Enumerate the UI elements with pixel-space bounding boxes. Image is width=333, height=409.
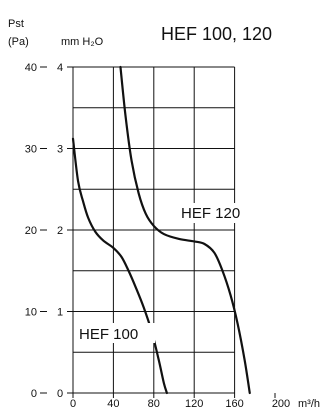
y-mmh2o-axis-tick-label: 4 (57, 62, 63, 74)
x-axis-tick-label: 120 (185, 398, 203, 409)
chart-ticks: 0 40 80 120 160 200 0 10 20 30 40 0 1 2 3 4 (25, 62, 290, 409)
y-axis-pa-label-bottom: (Pa) (8, 36, 29, 48)
hef-120-curve (119, 65, 251, 395)
x-axis-tick-label: 80 (148, 398, 160, 409)
x-axis-tick-label: 200 (272, 398, 290, 409)
hef-100-label: HEF 100 (79, 326, 138, 343)
y-mmh2o-axis-tick-label: 1 (57, 307, 63, 319)
hef-100-curve (71, 137, 169, 395)
hef-120-label: HEF 120 (181, 205, 240, 222)
y-pa-axis-tick-label: 0 (31, 388, 37, 400)
x-axis-unit-label: m³/h (298, 398, 320, 409)
y-mmh2o-axis-tick-label: 3 (57, 144, 63, 156)
y-axis-pa-label-top: Pst (8, 18, 24, 30)
chart-title: HEF 100, 120 (161, 24, 272, 44)
y-axis-mmh2o-label: mm H₂O (61, 36, 104, 48)
y-pa-axis-tick-label: 10 (25, 307, 37, 319)
chart-series (71, 65, 251, 395)
hef-100-label-background (77, 323, 155, 343)
y-pa-axis-tick-label: 20 (25, 225, 37, 237)
y-mmh2o-axis-tick-label: 2 (57, 225, 63, 237)
x-axis-tick-label: 160 (225, 398, 243, 409)
y-pa-axis-tick-label: 40 (25, 62, 37, 74)
y-pa-axis-tick-label: 30 (25, 144, 37, 156)
x-axis-tick-label: 0 (70, 398, 76, 409)
hef-120-label-background (179, 203, 253, 223)
x-axis-tick-label: 40 (107, 398, 119, 409)
chart-grid (72, 66, 236, 394)
y-mmh2o-axis-tick-label: 0 (57, 388, 63, 400)
